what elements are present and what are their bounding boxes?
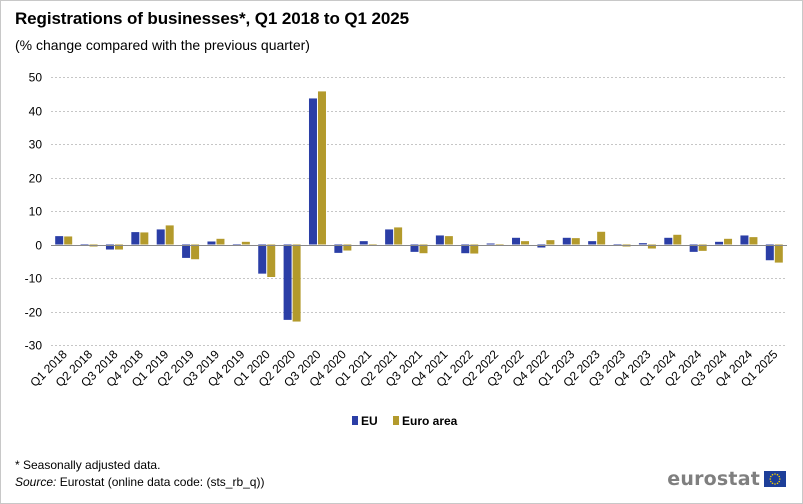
bar-eu (207, 241, 216, 245)
bar-eu (638, 243, 647, 245)
bar-eu (588, 241, 597, 245)
bar-eu (486, 243, 495, 245)
source-label: Source: (15, 475, 57, 489)
bar-eu (182, 244, 191, 258)
bar-eu (334, 244, 343, 253)
footnote: * Seasonally adjusted data. (15, 458, 161, 472)
bar-eu (258, 244, 267, 274)
bar-eu (537, 244, 546, 248)
y-tick-label: 10 (29, 205, 43, 219)
legend-label-euro-area: Euro area (402, 414, 458, 428)
bar-euro-area (419, 244, 428, 254)
bar-euro-area (673, 234, 682, 245)
y-tick-label: -10 (25, 272, 43, 286)
bar-euro-area (749, 237, 758, 245)
eu-flag-icon (764, 471, 786, 487)
bar-eu (410, 244, 419, 252)
bar-euro-area (698, 244, 707, 251)
bar-euro-area (774, 244, 783, 263)
bar-eu (283, 244, 292, 320)
bar-eu (435, 235, 444, 245)
bar-euro-area (470, 244, 479, 254)
bar-eu (765, 244, 774, 261)
y-tick-label: 0 (35, 239, 42, 253)
bar-eu (664, 237, 673, 245)
bar-euro-area (444, 236, 453, 245)
bar-euro-area (546, 240, 555, 245)
chart-subtitle: (% change compared with the previous qua… (15, 37, 310, 53)
bar-eu (461, 244, 470, 254)
legend-label-eu: EU (361, 414, 378, 428)
bar-euro-area (64, 236, 73, 245)
source-text: Eurostat (online data code: (sts_rb_q)) (56, 475, 265, 489)
bar-eu (715, 241, 724, 245)
legend-swatch-eu (352, 416, 358, 425)
bar-eu (131, 232, 140, 245)
bar-euro-area (317, 91, 326, 245)
bar-euro-area (140, 232, 149, 245)
eurostat-logo: eurostat (667, 468, 786, 490)
chart-title: Registrations of businesses*, Q1 2018 to… (15, 9, 409, 28)
y-tick-label: 40 (29, 105, 43, 119)
bar-euro-area (241, 241, 250, 245)
bar-euro-area (292, 244, 301, 322)
bar-euro-area (165, 225, 174, 245)
bar-eu (512, 237, 521, 245)
legend-swatch-euro-area (393, 416, 399, 425)
bar-euro-area (571, 238, 580, 245)
bar-euro-area (216, 238, 225, 245)
bar-eu (689, 244, 698, 252)
y-tick-label: 30 (29, 138, 43, 152)
y-tick-label: 50 (29, 71, 43, 85)
bar-euro-area (394, 227, 403, 245)
bar-eu (740, 235, 749, 245)
bar-eu (55, 236, 64, 245)
bar-euro-area (724, 238, 733, 245)
bar-eu (385, 229, 394, 245)
y-tick-label: -20 (25, 306, 43, 320)
y-tick-label: -30 (25, 339, 43, 353)
bar-euro-area (191, 244, 200, 260)
bar-euro-area (521, 241, 530, 245)
bar-euro-area (267, 244, 276, 277)
bar-euro-area (597, 231, 606, 245)
bar-euro-area (114, 244, 123, 250)
source-note: Source: Eurostat (online data code: (sts… (15, 475, 264, 489)
bar-euro-area (647, 244, 656, 249)
bar-eu (105, 244, 114, 250)
bar-eu (359, 241, 368, 245)
bar-eu (562, 237, 571, 245)
y-tick-label: 20 (29, 172, 43, 186)
bar-euro-area (343, 244, 352, 251)
bar-eu (156, 229, 165, 245)
bar-eu (308, 98, 317, 245)
brand-name: eurostat (667, 468, 760, 490)
